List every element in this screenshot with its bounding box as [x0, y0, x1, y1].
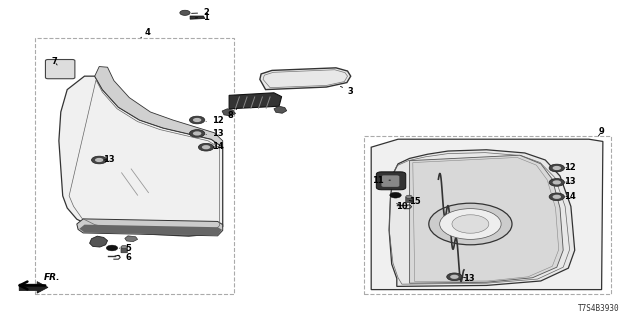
Circle shape [552, 195, 561, 199]
Text: 14: 14 [564, 192, 575, 201]
Text: 5: 5 [119, 244, 131, 253]
Circle shape [390, 192, 401, 198]
Text: 15: 15 [409, 197, 420, 206]
Polygon shape [77, 219, 223, 236]
Text: 6: 6 [117, 253, 131, 262]
Circle shape [106, 245, 118, 251]
Polygon shape [79, 225, 222, 236]
Text: 8: 8 [228, 109, 237, 120]
Circle shape [202, 145, 211, 149]
Polygon shape [389, 150, 575, 286]
Text: 14: 14 [212, 142, 223, 151]
Text: 1: 1 [195, 13, 209, 22]
FancyBboxPatch shape [45, 60, 75, 79]
Circle shape [429, 203, 512, 245]
Polygon shape [90, 236, 108, 247]
Polygon shape [95, 67, 223, 147]
Circle shape [198, 143, 214, 151]
Text: 11: 11 [372, 176, 390, 185]
Text: T7S4B3930: T7S4B3930 [578, 304, 620, 313]
Text: 12: 12 [206, 116, 223, 125]
Circle shape [452, 215, 489, 233]
Polygon shape [410, 155, 563, 283]
Circle shape [447, 273, 462, 281]
Circle shape [406, 195, 412, 198]
FancyBboxPatch shape [406, 197, 412, 203]
Text: 4: 4 [141, 28, 150, 38]
Text: 12: 12 [564, 163, 575, 172]
Circle shape [189, 130, 205, 137]
Text: 13: 13 [564, 177, 575, 186]
Text: 13: 13 [206, 129, 223, 138]
Circle shape [189, 116, 205, 124]
Polygon shape [19, 282, 48, 293]
Text: FR.: FR. [44, 273, 60, 282]
Circle shape [549, 193, 564, 201]
Circle shape [450, 275, 459, 279]
Circle shape [180, 10, 190, 15]
Text: 7: 7 [52, 57, 57, 66]
FancyBboxPatch shape [121, 247, 127, 253]
Text: 2: 2 [191, 8, 209, 17]
Circle shape [549, 164, 564, 172]
Circle shape [193, 131, 202, 136]
Polygon shape [274, 106, 287, 113]
Polygon shape [125, 236, 138, 242]
Circle shape [552, 180, 561, 185]
Polygon shape [371, 139, 603, 290]
Circle shape [549, 179, 564, 186]
FancyBboxPatch shape [376, 172, 406, 190]
Text: 3: 3 [340, 86, 353, 96]
Circle shape [193, 118, 202, 122]
Circle shape [552, 166, 561, 170]
Circle shape [95, 158, 104, 162]
Text: 10: 10 [396, 202, 408, 211]
Circle shape [92, 156, 107, 164]
FancyBboxPatch shape [381, 175, 399, 187]
Polygon shape [260, 68, 351, 90]
Polygon shape [222, 109, 236, 116]
Circle shape [121, 245, 127, 249]
Text: 9: 9 [598, 127, 604, 136]
Circle shape [440, 209, 501, 239]
Polygon shape [190, 16, 205, 19]
Text: 13: 13 [463, 274, 475, 283]
Polygon shape [229, 93, 282, 109]
Polygon shape [59, 76, 223, 236]
Text: 13: 13 [103, 155, 115, 164]
